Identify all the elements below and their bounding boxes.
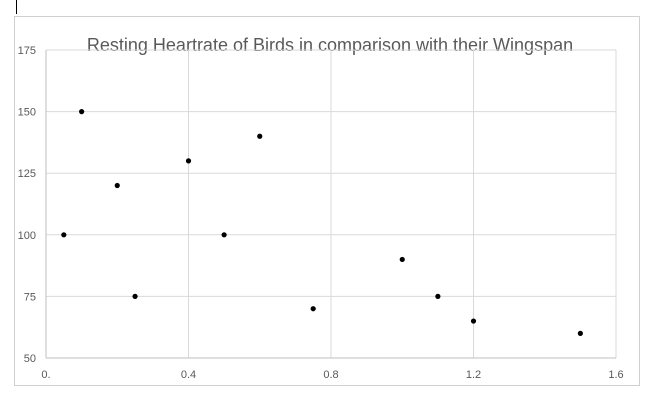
data-point (221, 232, 227, 238)
chart-area[interactable]: Resting Heartrate of Birds in comparison… (14, 16, 640, 386)
data-point (79, 109, 85, 115)
y-tick-label: 125 (18, 168, 36, 180)
x-tick-label: 1.2 (466, 369, 481, 381)
y-tick-label: 150 (18, 107, 36, 119)
y-tick-label: 50 (24, 353, 36, 365)
x-tick-label: 0.4 (181, 369, 196, 381)
x-tick-label: 1.6 (608, 369, 623, 381)
text-cursor (16, 0, 17, 14)
data-point (399, 256, 405, 263)
data-point (435, 293, 441, 299)
y-tick-label: 175 (18, 45, 36, 57)
data-point (132, 293, 138, 299)
data-point (61, 232, 67, 238)
x-tick-label: 0. (41, 369, 50, 381)
data-point (577, 330, 583, 336)
data-point (310, 306, 316, 312)
data-point (257, 133, 263, 139)
data-point (470, 318, 477, 324)
x-tick-label: 0.8 (323, 369, 338, 381)
y-tick-label: 75 (24, 291, 36, 303)
y-tick-label: 100 (18, 230, 36, 242)
data-point (185, 158, 192, 164)
data-point (114, 182, 120, 189)
